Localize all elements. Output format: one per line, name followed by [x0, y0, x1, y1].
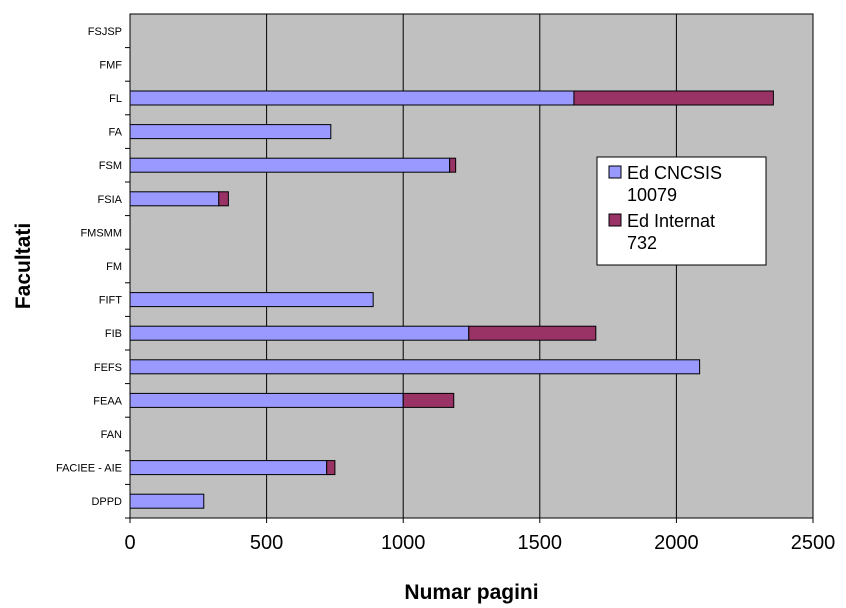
y-tick-labels: FSJSP FMF FL FA FSM FSIA FMSMM FM FIFT FIB FEFS FEA…: [56, 26, 123, 508]
y-tick-label-fsm: FSM: [99, 160, 122, 172]
y-tick-label-fa: FA: [109, 127, 123, 139]
x-tick-label-2000: 2000: [654, 532, 699, 554]
bar-fl-ed-internat: [573, 90, 774, 106]
x-axis-title: Numar pagini: [404, 581, 538, 604]
x-tick-label-0: 0: [124, 532, 135, 554]
legend-total-ed-cncsis: 10079: [627, 185, 677, 205]
x-tick-labels: 0 500 1000 1500 2000 2500: [124, 532, 835, 554]
y-tick-label-fefs: FEFS: [94, 362, 122, 374]
bar-fsia-ed-internat: [218, 191, 229, 207]
y-tick-label-fan: FAN: [101, 429, 122, 441]
legend: Ed CNCSIS 10079 Ed Internat 732: [596, 156, 767, 266]
bar-faciee-aie-ed-internat: [326, 460, 336, 476]
plot-area: [130, 14, 813, 518]
bar-fsia-ed-cncsis: [129, 191, 220, 207]
legend-label-ed-internat: Ed Internat: [627, 211, 715, 231]
y-tick-label-dppd: DPPD: [91, 496, 122, 508]
bar-fl-ed-cncsis: [129, 90, 575, 106]
y-tick-label-fm: FM: [106, 261, 122, 273]
y-tick-label-feaa: FEAA: [93, 395, 122, 407]
legend-label-ed-cncsis: Ed CNCSIS: [627, 163, 722, 183]
y-axis-title: Facultati: [12, 223, 35, 309]
legend-swatch-ed-internat: [608, 213, 622, 227]
bar-feaa-ed-cncsis: [129, 392, 404, 408]
plot-border: [129, 13, 814, 519]
bar-faciee-aie-ed-cncsis: [129, 460, 328, 476]
bar-fsm-ed-internat: [449, 157, 457, 173]
legend-swatch-ed-cncsis: [608, 165, 622, 179]
bar-fefs-ed-cncsis: [129, 359, 701, 375]
y-tick-label-fift: FIFT: [99, 295, 122, 307]
y-tick-label-fmsmm: FMSMM: [80, 227, 122, 239]
x-tick-label-1000: 1000: [381, 532, 426, 554]
bar-fsm-ed-cncsis: [129, 157, 451, 173]
y-tick-label-fl: FL: [109, 93, 122, 105]
y-tick-label-fsjsp: FSJSP: [88, 26, 122, 38]
bar-fa-ed-cncsis: [129, 124, 332, 140]
y-tick-label-fmf: FMF: [99, 59, 122, 71]
legend-total-ed-internat: 732: [627, 233, 657, 253]
bar-fift-ed-cncsis: [129, 292, 374, 308]
bars: [129, 90, 774, 509]
bar-dppd-ed-cncsis: [129, 493, 205, 509]
x-tick-label-2500: 2500: [791, 532, 836, 554]
bar-fib-ed-cncsis: [129, 325, 470, 341]
x-tick-label-500: 500: [250, 532, 283, 554]
y-tick-label-fib: FIB: [105, 328, 122, 340]
x-tick-label-1500: 1500: [518, 532, 563, 554]
y-tick-label-faciee-aie: FACIEE - AIE: [56, 463, 122, 475]
bar-fib-ed-internat: [468, 325, 597, 341]
legend-box: [596, 156, 767, 266]
y-tick-label-fsia: FSIA: [98, 194, 123, 206]
bar-feaa-ed-internat: [402, 392, 455, 408]
